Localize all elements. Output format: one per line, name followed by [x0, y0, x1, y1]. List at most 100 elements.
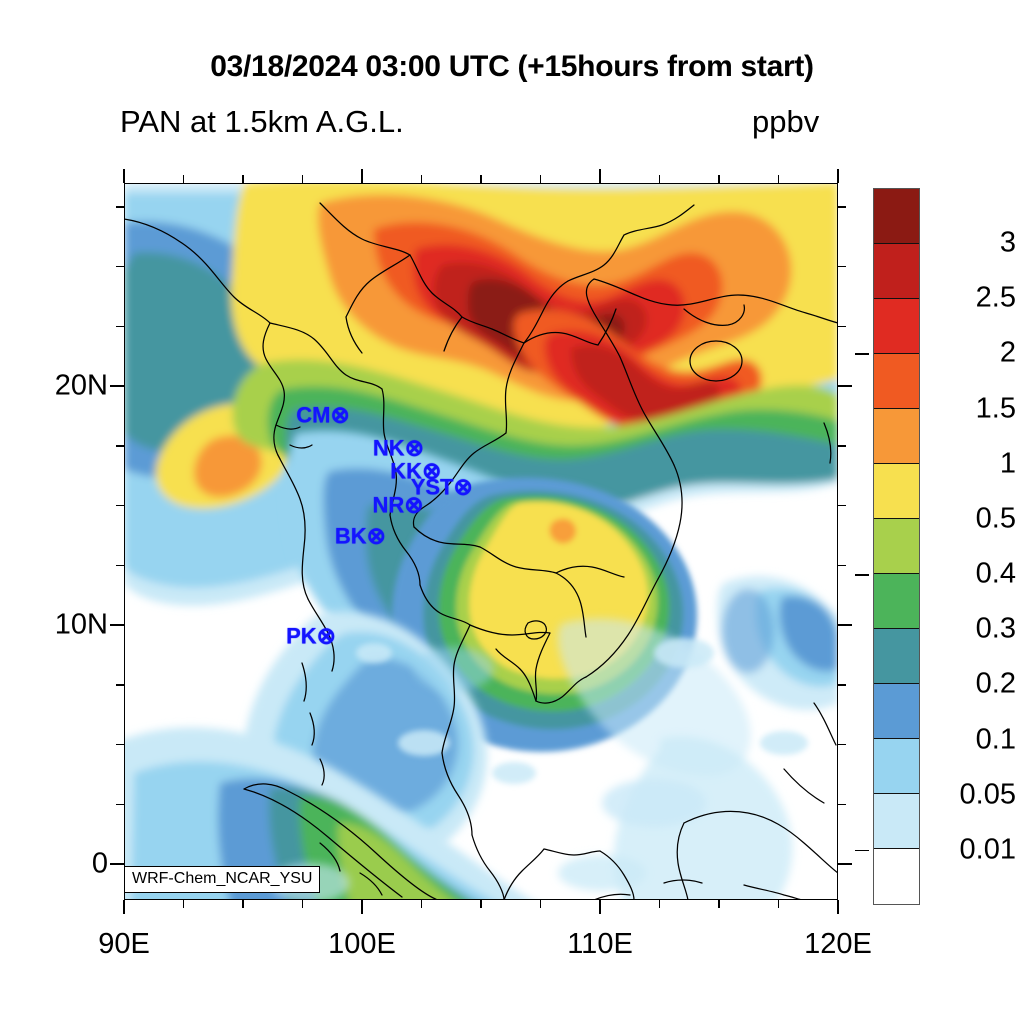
x-tick-top: [242, 175, 244, 183]
x-tick-top: [361, 169, 363, 183]
x-tick: [242, 900, 244, 908]
x-axis-label: 100E: [328, 928, 396, 960]
colorbar-tick-label: 2: [999, 336, 1016, 369]
x-tick-top: [777, 175, 780, 183]
x-tick: [361, 900, 363, 914]
colorbar-tick-label: 0.01: [959, 833, 1016, 866]
y-tick: [116, 445, 124, 447]
station-marker-kk: KK⊗: [390, 457, 442, 484]
colorbar-tick-label: 1.5: [975, 392, 1016, 425]
y-tick: [116, 743, 124, 746]
plot-subtitle: PAN at 1.5km A.G.L.: [120, 104, 404, 139]
x-tick-top: [301, 175, 304, 183]
x-tick: [777, 900, 780, 908]
y-tick-right: [838, 265, 846, 268]
y-tick: [110, 385, 124, 387]
colorbar-tick-label: 1: [999, 447, 1016, 480]
x-tick: [718, 900, 720, 908]
colorbar-band: [874, 739, 919, 794]
station-label: YST: [410, 474, 454, 500]
pan-contour-field: [124, 183, 838, 900]
x-tick-top: [599, 169, 601, 183]
colorbar-band: [874, 409, 919, 464]
x-tick: [658, 900, 661, 908]
colorbar-band: [874, 189, 919, 244]
y-tick: [110, 624, 124, 626]
y-tick: [116, 803, 124, 806]
station-label: CM: [296, 402, 331, 428]
colorbar-band: [874, 354, 919, 409]
colorbar-band: [874, 794, 919, 849]
x-tick-top: [123, 169, 125, 183]
x-tick: [123, 900, 125, 914]
x-tick-top: [658, 175, 661, 183]
x-tick: [837, 900, 839, 914]
station-marker-yst: YST⊗: [411, 475, 473, 498]
y-tick-right: [838, 743, 846, 746]
colorbar-side-tick: [855, 574, 869, 576]
y-tick-right: [838, 564, 846, 567]
x-tick-top: [480, 175, 482, 183]
y-tick: [116, 504, 124, 507]
circle-x-icon: ⊗: [366, 522, 386, 549]
colorbar-tick-label: 2.5: [975, 281, 1016, 314]
colorbar-band: [874, 849, 919, 904]
x-tick-top: [837, 169, 839, 183]
y-tick-right: [838, 385, 852, 387]
map-panel: [124, 183, 838, 900]
x-tick-top: [420, 175, 423, 183]
x-tick-top: [539, 175, 542, 183]
circle-x-icon: ⊗: [404, 491, 424, 518]
coastline-overlay: [124, 202, 838, 900]
y-tick: [116, 684, 124, 686]
y-tick-right: [838, 863, 852, 865]
y-tick: [116, 206, 124, 208]
colorbar-band: [874, 299, 919, 354]
colorbar: [873, 188, 920, 905]
x-axis-label: 110E: [567, 928, 633, 960]
y-tick: [116, 265, 124, 268]
x-tick: [182, 900, 185, 908]
x-axis-label: 90E: [98, 928, 150, 960]
y-tick: [110, 863, 124, 865]
colorbar-tick-label: 0.5: [975, 502, 1016, 535]
y-tick: [116, 325, 124, 328]
y-axis-label: 10N: [54, 608, 108, 641]
x-tick: [420, 900, 423, 908]
x-axis-label: 120E: [804, 928, 872, 960]
y-tick-right: [838, 445, 846, 447]
y-tick-right: [838, 624, 852, 626]
x-tick: [539, 900, 542, 908]
x-tick: [480, 900, 482, 908]
colorbar-tick-label: 0.4: [975, 557, 1016, 590]
colorbar-band: [874, 244, 919, 299]
colorbar-band: [874, 574, 919, 629]
station-label: PK: [286, 623, 317, 649]
y-axis-label: 20N: [54, 369, 108, 402]
colorbar-tick-label: 0.2: [975, 667, 1016, 700]
model-watermark: WRF-Chem_NCAR_YSU: [124, 866, 321, 893]
colorbar-tick-label: 0.1: [975, 723, 1016, 756]
x-tick-top: [718, 175, 720, 183]
colorbar-tick-label: 0.05: [959, 778, 1016, 811]
y-tick-right: [838, 325, 846, 328]
station-label: BK: [334, 523, 367, 549]
colorbar-band: [874, 684, 919, 739]
station-marker-nk: NK⊗: [373, 436, 424, 459]
station-label: NR: [372, 492, 405, 518]
colorbar-band: [874, 464, 919, 519]
x-tick-top: [182, 175, 185, 183]
colorbar-tick-label: 0.3: [975, 612, 1016, 645]
y-tick-right: [838, 803, 846, 806]
y-tick-right: [838, 206, 846, 208]
circle-x-icon: ⊗: [422, 457, 442, 484]
page-title: 03/18/2024 03:00 UTC (+15hours from star…: [210, 50, 814, 83]
colorbar-side-tick: [855, 353, 869, 356]
station-marker-pk: PK⊗: [286, 624, 336, 647]
colorbar-side-tick: [855, 849, 869, 852]
circle-x-icon: ⊗: [330, 401, 350, 428]
y-tick-right: [838, 504, 846, 507]
station-marker-nr: NR⊗: [372, 493, 423, 516]
colorbar-tick-label: 3: [999, 226, 1016, 259]
